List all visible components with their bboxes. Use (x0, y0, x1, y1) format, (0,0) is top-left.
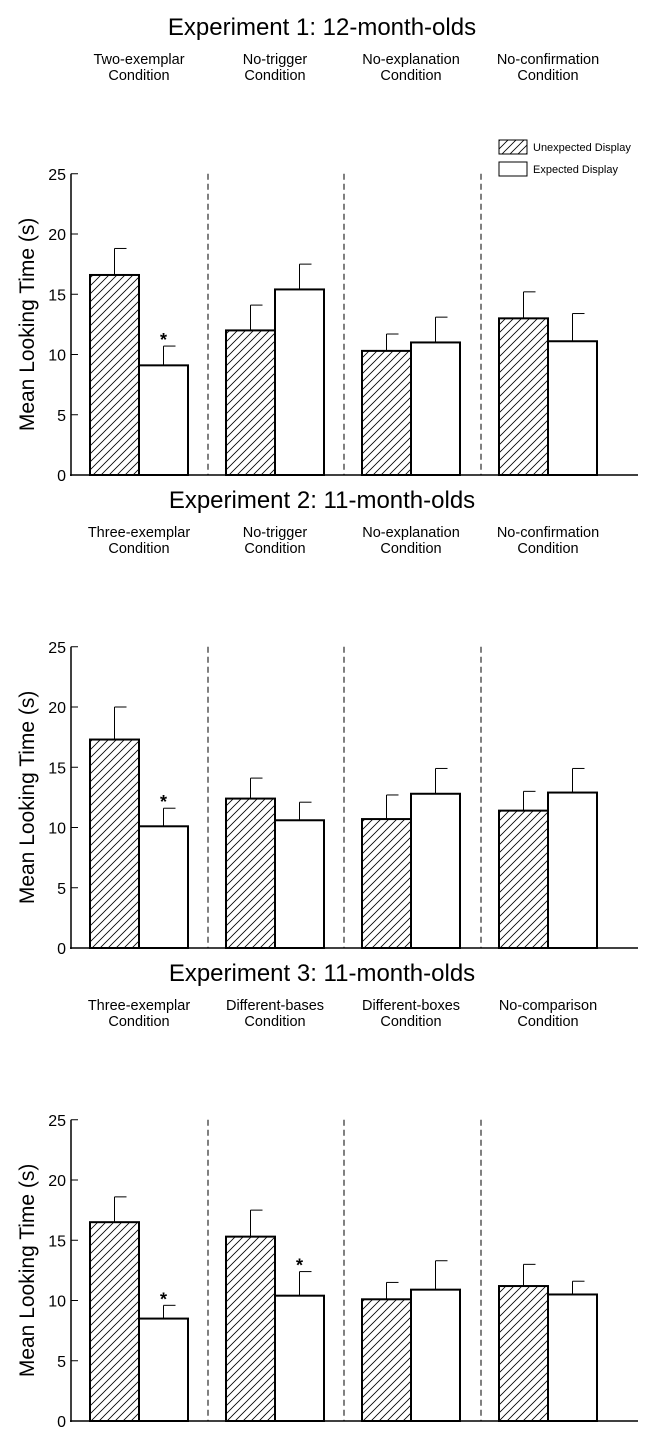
bar-unexpected (225, 797, 276, 950)
y-tick-label: 5 (57, 1354, 66, 1371)
y-tick-label: 10 (48, 1294, 66, 1311)
condition-label: Condition (108, 1014, 169, 1030)
chart-title: Experiment 1: 12-month-olds (168, 14, 476, 41)
bar-expected (274, 1294, 325, 1423)
significance-asterisk: * (160, 792, 167, 812)
bar-expected (410, 1288, 461, 1423)
bar-unexpected (498, 809, 549, 949)
bar-expected (547, 1293, 598, 1422)
condition-label: Three-exemplar (88, 525, 191, 541)
condition-label: Condition (517, 541, 578, 557)
legend-swatch-expected (498, 161, 528, 177)
condition-label: Condition (380, 1014, 441, 1030)
legend-label-unexpected: Unexpected Display (533, 142, 631, 154)
condition-label: Condition (108, 541, 169, 557)
y-tick-label: 20 (48, 1173, 66, 1190)
bar-expected (547, 791, 598, 949)
bar-expected (274, 819, 325, 950)
condition-label: Condition (244, 1014, 305, 1030)
y-tick-label: 20 (48, 700, 66, 717)
chart-panel-1: Experiment 1: 12-month-olds 0 5 10 15 20 25 Mea… (16, 14, 638, 485)
bar-expected (138, 1317, 189, 1422)
y-tick-label: 25 (48, 167, 66, 184)
condition-label: Condition (380, 541, 441, 557)
condition-label: No-confirmation (497, 525, 599, 541)
chart-panel-2: Experiment 2: 11-month-olds 0 5 10 15 20 25 Mea… (16, 487, 638, 958)
condition-label: No-confirmation (497, 52, 599, 68)
bar-expected (547, 340, 598, 476)
y-tick-label: 0 (57, 941, 66, 958)
legend-label-expected: Expected Display (533, 164, 618, 176)
y-axis-label: Mean Looking Time (s) (16, 691, 39, 905)
y-tick-label: 10 (48, 821, 66, 838)
y-tick-label: 15 (48, 1233, 66, 1250)
y-tick-label: 25 (48, 1113, 66, 1130)
y-tick-label: 15 (48, 287, 66, 304)
chart-title: Experiment 3: 11-month-olds (169, 960, 475, 987)
condition-label: Condition (517, 68, 578, 84)
bar-unexpected (498, 317, 549, 476)
y-axis-label: Mean Looking Time (s) (16, 218, 39, 432)
bar-unexpected (498, 1285, 549, 1423)
bar-expected (410, 341, 461, 477)
significance-asterisk: * (160, 330, 167, 350)
condition-label: No-trigger (243, 525, 308, 541)
y-tick-label: 0 (57, 468, 66, 485)
bar-unexpected (361, 1298, 412, 1423)
condition-label: No-explanation (362, 525, 460, 541)
y-tick-label: 0 (57, 1414, 66, 1431)
bar-unexpected (89, 1221, 140, 1423)
condition-label: Condition (244, 541, 305, 557)
bar-unexpected (225, 1235, 276, 1423)
condition-label: Three-exemplar (88, 998, 191, 1014)
significance-asterisk: * (160, 1289, 167, 1309)
condition-label: Two-exemplar (93, 52, 184, 68)
y-tick-label: 5 (57, 881, 66, 898)
bar-expected (410, 792, 461, 950)
bar-expected (274, 288, 325, 476)
condition-label: Different-bases (226, 998, 324, 1014)
condition-label: No-explanation (362, 52, 460, 68)
y-tick-label: 5 (57, 408, 66, 425)
y-tick-label: 10 (48, 348, 66, 365)
legend-swatch-unexpected (498, 139, 528, 155)
condition-label: Condition (380, 68, 441, 84)
y-tick-label: 20 (48, 227, 66, 244)
y-tick-label: 25 (48, 640, 66, 657)
bar-expected (138, 825, 189, 949)
condition-label: No-trigger (243, 52, 308, 68)
significance-asterisk: * (296, 1256, 303, 1276)
bar-unexpected (361, 349, 412, 477)
chart-panel-3: Experiment 3: 11-month-olds 0 5 10 15 20 25 Mea… (16, 960, 638, 1431)
condition-label: Different-boxes (362, 998, 460, 1014)
bar-unexpected (225, 329, 276, 476)
bar-expected (138, 364, 189, 476)
condition-label: Condition (244, 68, 305, 84)
bar-unexpected (89, 738, 140, 949)
y-tick-label: 15 (48, 760, 66, 777)
bar-unexpected (89, 273, 140, 476)
condition-label: Condition (517, 1014, 578, 1030)
condition-label: Condition (108, 68, 169, 84)
bar-unexpected (361, 818, 412, 949)
condition-label: No-comparison (499, 998, 597, 1014)
chart-title: Experiment 2: 11-month-olds (169, 487, 475, 514)
y-axis-label: Mean Looking Time (s) (16, 1164, 39, 1378)
